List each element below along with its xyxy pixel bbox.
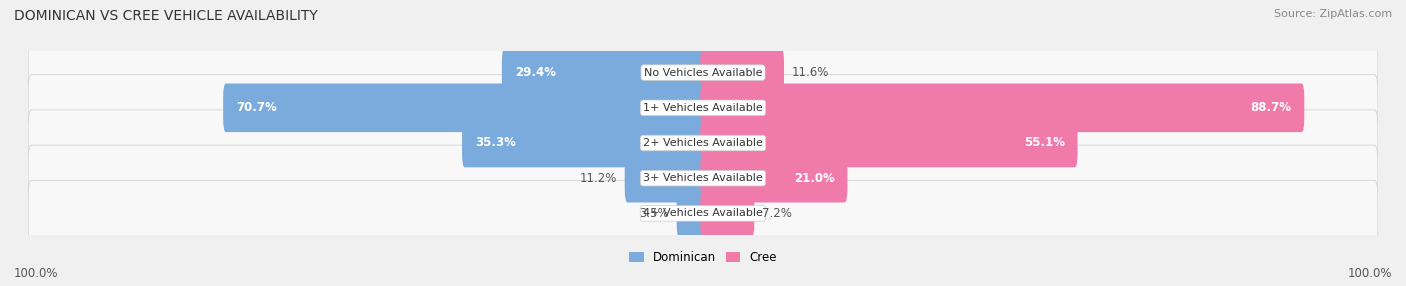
FancyBboxPatch shape	[700, 189, 754, 238]
Text: No Vehicles Available: No Vehicles Available	[644, 67, 762, 78]
Text: 11.2%: 11.2%	[579, 172, 617, 185]
Text: 100.0%: 100.0%	[14, 267, 59, 280]
Text: 70.7%: 70.7%	[236, 101, 277, 114]
Text: 3+ Vehicles Available: 3+ Vehicles Available	[643, 173, 763, 183]
FancyBboxPatch shape	[502, 48, 706, 97]
FancyBboxPatch shape	[700, 154, 848, 202]
FancyBboxPatch shape	[700, 119, 1077, 167]
Text: DOMINICAN VS CREE VEHICLE AVAILABILITY: DOMINICAN VS CREE VEHICLE AVAILABILITY	[14, 9, 318, 23]
FancyBboxPatch shape	[676, 189, 706, 238]
FancyBboxPatch shape	[28, 145, 1378, 211]
Legend: Dominican, Cree: Dominican, Cree	[624, 247, 782, 269]
Text: 4+ Vehicles Available: 4+ Vehicles Available	[643, 208, 763, 219]
Text: 2+ Vehicles Available: 2+ Vehicles Available	[643, 138, 763, 148]
Text: 29.4%: 29.4%	[515, 66, 555, 79]
Text: 35.3%: 35.3%	[475, 136, 516, 150]
Text: 100.0%: 100.0%	[1347, 267, 1392, 280]
FancyBboxPatch shape	[700, 84, 1305, 132]
FancyBboxPatch shape	[463, 119, 706, 167]
Text: 21.0%: 21.0%	[794, 172, 835, 185]
Text: 1+ Vehicles Available: 1+ Vehicles Available	[643, 103, 763, 113]
FancyBboxPatch shape	[624, 154, 706, 202]
Text: 3.5%: 3.5%	[640, 207, 669, 220]
Text: 7.2%: 7.2%	[762, 207, 792, 220]
Text: Source: ZipAtlas.com: Source: ZipAtlas.com	[1274, 9, 1392, 19]
FancyBboxPatch shape	[28, 110, 1378, 176]
Text: 55.1%: 55.1%	[1024, 136, 1064, 150]
FancyBboxPatch shape	[700, 48, 785, 97]
FancyBboxPatch shape	[28, 39, 1378, 106]
FancyBboxPatch shape	[224, 84, 706, 132]
Text: 11.6%: 11.6%	[792, 66, 828, 79]
Text: 88.7%: 88.7%	[1250, 101, 1292, 114]
FancyBboxPatch shape	[28, 75, 1378, 141]
FancyBboxPatch shape	[28, 180, 1378, 247]
